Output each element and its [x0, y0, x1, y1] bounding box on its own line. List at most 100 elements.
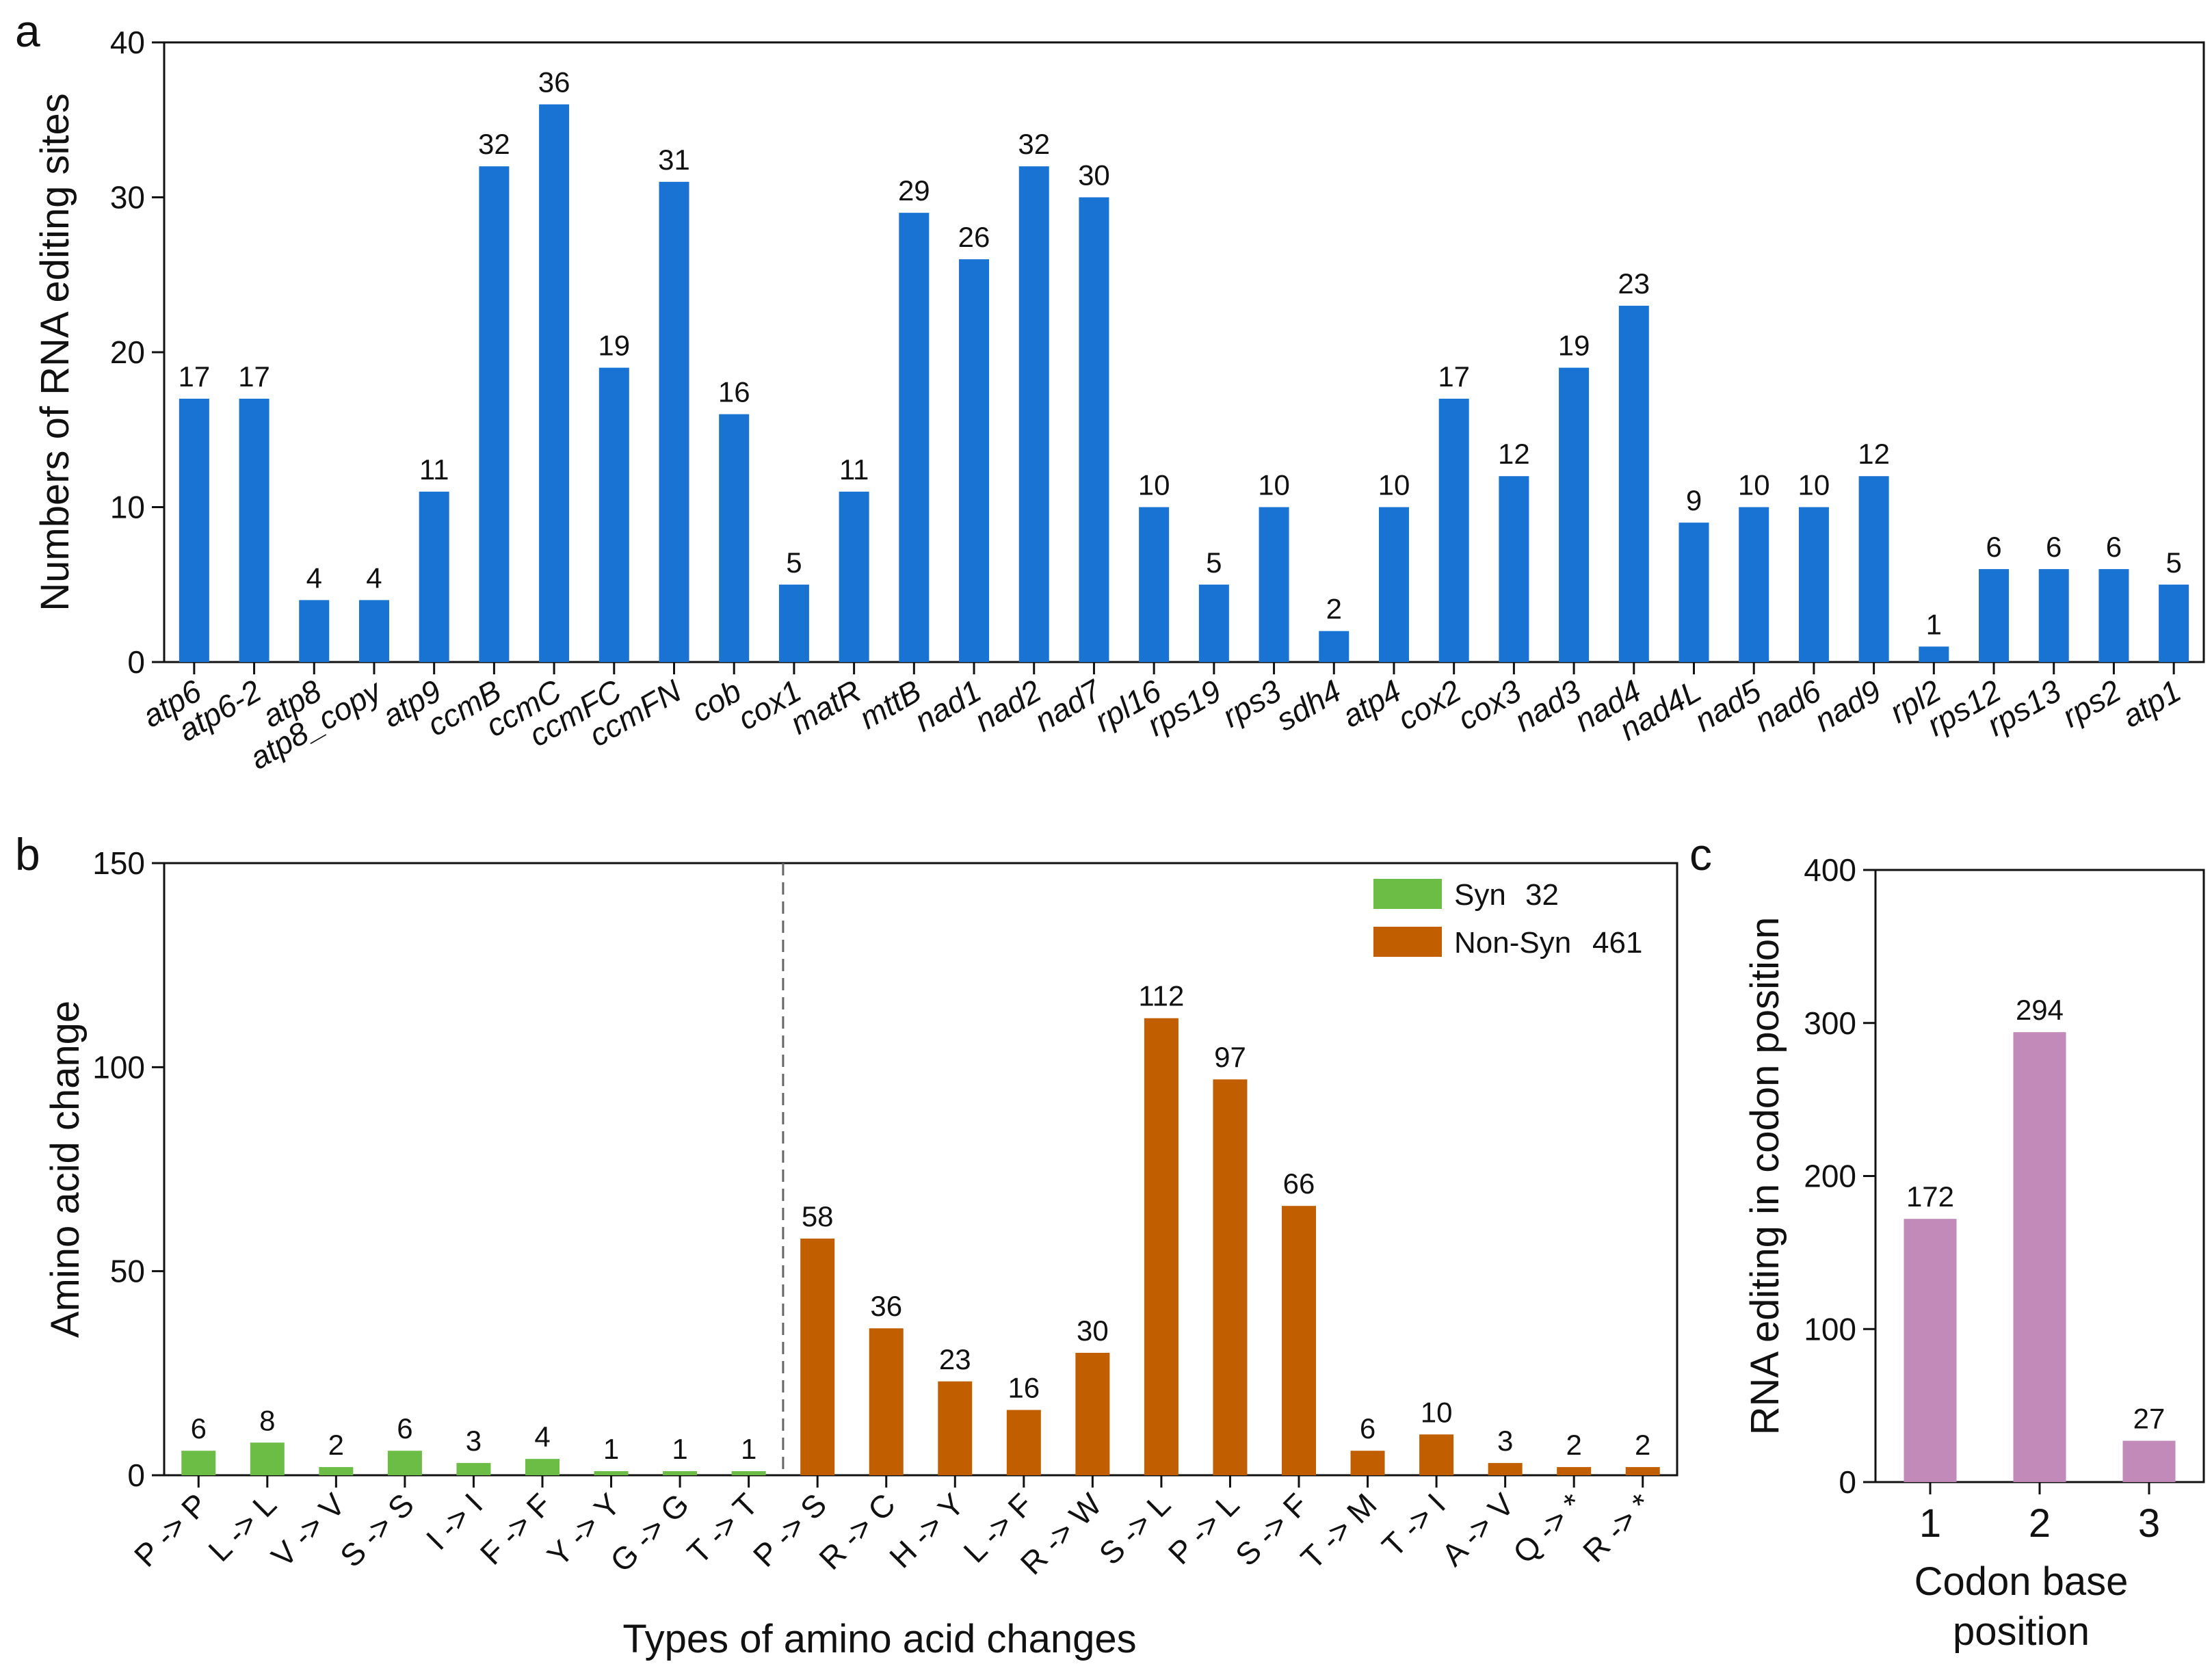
x-tick-label-r-c: R -> C: [812, 1486, 902, 1576]
y-axis-title: Numbers of RNA editing sites: [33, 93, 77, 611]
data-label-atp6-2: 17: [238, 360, 270, 393]
bar-rps12: [1979, 569, 2010, 662]
data-label-p-s: 58: [802, 1200, 834, 1232]
data-label-cox2: 17: [1438, 360, 1470, 393]
y-tick-label: 400: [1804, 852, 1856, 888]
bar-rps2: [2098, 569, 2129, 662]
y-tick-label: 100: [92, 1049, 145, 1085]
bar-position-3: [2122, 1440, 2176, 1482]
legend-item-syn: Syn 32: [1373, 878, 1559, 912]
data-label-p-l: 97: [1214, 1041, 1246, 1073]
data-label-cox1: 5: [786, 546, 802, 579]
data-label-rps2: 6: [2106, 531, 2122, 563]
legend-total-non-syn: 461: [1592, 926, 1642, 960]
data-label-rps19: 5: [1206, 546, 1222, 579]
y-axis-title: RNA editing in codon position: [1743, 917, 1787, 1436]
data-label-nad4l: 9: [1686, 484, 1702, 516]
x-tick-label-t-m: T -> M: [1294, 1486, 1384, 1576]
bar-syn-f-f: [525, 1459, 559, 1475]
data-label-nad1: 26: [958, 221, 990, 253]
x-tick-label-r: R -> *: [1576, 1486, 1659, 1569]
x-tick-label-1: 1: [1919, 1501, 1941, 1546]
bar-syn-t-t: [731, 1471, 766, 1475]
bar-nad1: [959, 259, 990, 663]
data-label-ccmb: 32: [478, 128, 510, 160]
bar-non-syn-p-l: [1213, 1079, 1248, 1475]
bar-nad4: [1618, 306, 1649, 662]
data-label-cob: 16: [718, 376, 750, 408]
data-label-i-i: 3: [466, 1425, 482, 1457]
data-label-ccmfc: 19: [598, 330, 630, 362]
bar-nad6: [1798, 507, 1829, 662]
data-label-f-f: 4: [534, 1421, 550, 1453]
bar-atp4: [1378, 507, 1409, 662]
x-axis-title: Types of amino acid changes: [622, 1617, 1136, 1661]
bar-syn-s-s: [387, 1451, 422, 1475]
x-tick-label-h-y: H -> Y: [882, 1486, 971, 1574]
bar-cob: [719, 414, 750, 662]
bar-non-syn-p-s: [800, 1238, 835, 1475]
y-tick-label: 10: [110, 490, 145, 525]
bar-position-2: [2013, 1032, 2066, 1482]
data-label-r-c: 36: [870, 1290, 902, 1322]
bar-nad7: [1079, 197, 1109, 662]
y-tick-label: 50: [110, 1254, 145, 1289]
bar-atp6: [179, 398, 209, 662]
bar-atp9: [419, 491, 449, 662]
data-label-position-1: 172: [1906, 1180, 1954, 1213]
data-label-p-p: 6: [191, 1412, 207, 1444]
bar-cox3: [1499, 476, 1529, 662]
bar-rps13: [2038, 569, 2069, 662]
legend-name-syn: Syn: [1454, 878, 1506, 912]
bar-syn-i-i: [456, 1463, 491, 1475]
bar-nad5: [1739, 507, 1769, 662]
data-label-position-3: 27: [2133, 1403, 2165, 1435]
bar-nad3: [1559, 367, 1590, 662]
bar-syn-y-y: [594, 1471, 629, 1475]
bar-atp6-2: [239, 398, 269, 662]
y-axis-title: Amino acid change: [43, 1001, 88, 1338]
bar-atp8: [299, 600, 330, 662]
chart-c-codon-position: 0 100 200 300 400 RNA editing in codon positi…: [1743, 852, 2205, 1654]
bar-mttb: [899, 213, 930, 662]
data-label-atp1: 5: [2165, 546, 2181, 579]
bar-atp1: [2159, 584, 2189, 662]
legend-swatch-syn: [1373, 879, 1442, 909]
bar-syn-v-v: [319, 1467, 354, 1475]
data-label-nad2: 32: [1018, 128, 1050, 160]
x-tick-label-3: 3: [2138, 1501, 2160, 1546]
data-label-t-t: 1: [741, 1433, 756, 1465]
bar-position-1: [1904, 1219, 1957, 1482]
plot-frame-b: [163, 862, 1678, 1477]
bar-syn-l-l: [250, 1442, 285, 1475]
legend-item-non-syn: Non-Syn 461: [1373, 926, 1642, 960]
bar-ccmfc: [598, 367, 629, 662]
bar-non-syn-r-c: [869, 1328, 904, 1475]
data-label-ccmfn: 31: [658, 144, 690, 176]
panel-label-b: b: [15, 829, 40, 880]
data-label-ccmc: 36: [538, 66, 570, 98]
x-tick-label-2: 2: [2029, 1501, 2051, 1546]
legend-swatch-non-syn: [1373, 927, 1442, 957]
data-label-rps12: 6: [1986, 531, 2001, 563]
data-label-nad7: 30: [1078, 159, 1110, 192]
bar-rpl2: [1919, 646, 1949, 662]
bar-rps19: [1198, 584, 1229, 662]
legend-name-non-syn: Non-Syn: [1454, 926, 1571, 960]
data-label-a-v: 3: [1497, 1425, 1513, 1457]
x-tick-label-v-v: V -> V: [264, 1486, 352, 1574]
x-tick-label-s-l: S -> L: [1092, 1486, 1177, 1571]
data-label-t-m: 6: [1360, 1412, 1375, 1444]
bar-rps3: [1259, 507, 1289, 662]
data-label-atp8: 4: [306, 562, 322, 594]
data-label-nad6: 10: [1798, 469, 1830, 501]
data-label-r-w: 30: [1077, 1315, 1109, 1347]
data-label-g-g: 1: [672, 1433, 687, 1465]
x-tick-label-a-v: A -> V: [1434, 1486, 1520, 1572]
x-tick-label-t-t: T -> T: [680, 1486, 764, 1570]
x-tick-label-g-g: G -> G: [603, 1486, 696, 1579]
data-label-nad9: 12: [1858, 438, 1890, 470]
data-label-atp9: 11: [419, 453, 449, 486]
x-tick-label-p-s: P -> S: [746, 1486, 833, 1573]
